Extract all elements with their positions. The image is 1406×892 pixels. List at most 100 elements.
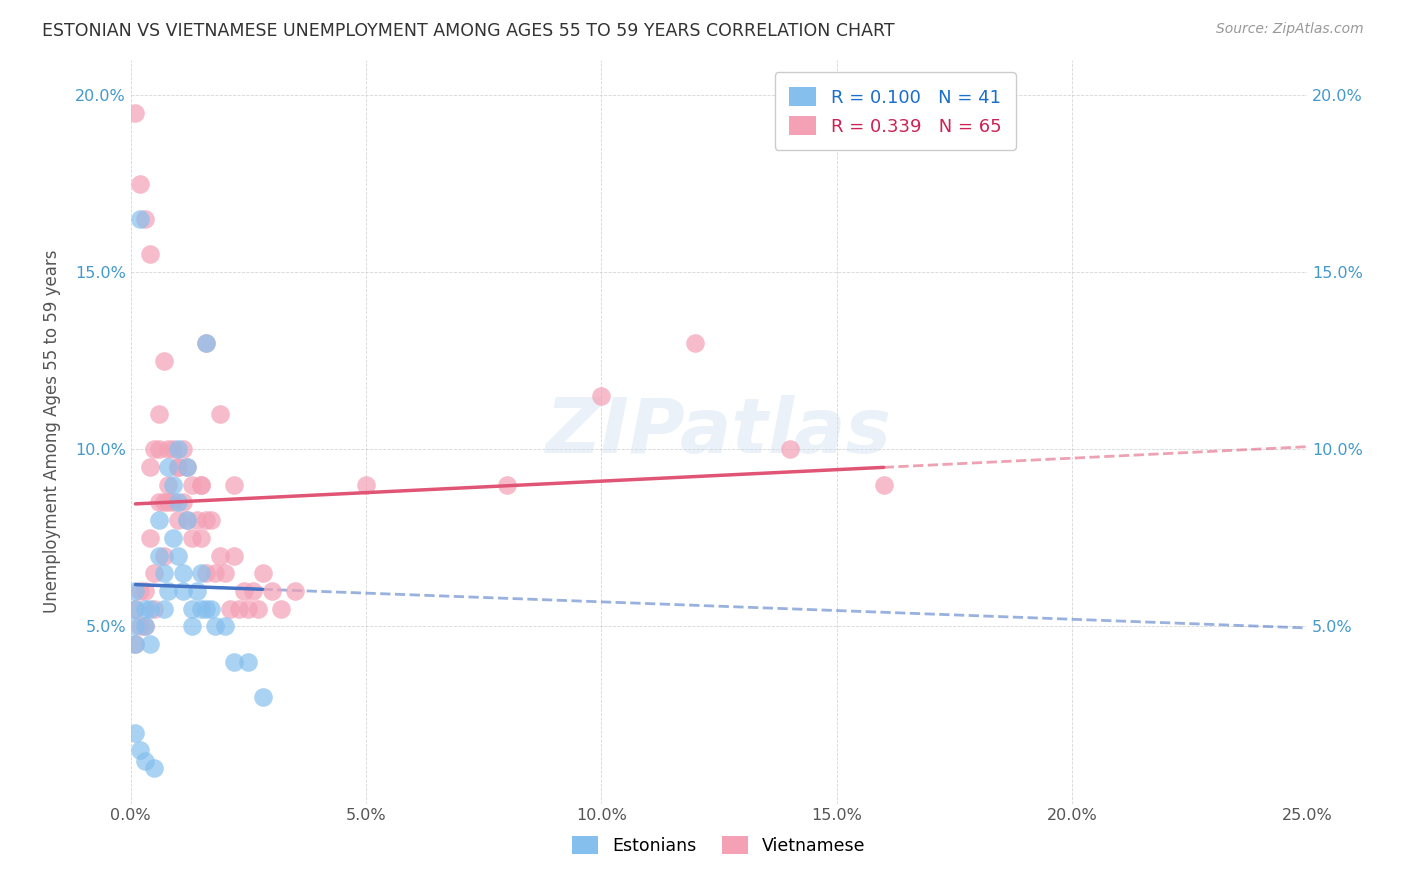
Point [157,495,180,509]
Point [591,389,613,403]
Point [152,601,174,615]
Point [134,584,156,599]
Text: ZIPatlas: ZIPatlas [546,394,891,468]
Point [872,477,894,491]
Point [166,495,188,509]
Point [143,566,166,581]
Point [166,460,188,475]
Point [195,601,218,615]
Point [152,353,174,368]
Point [190,601,212,615]
Point [354,477,377,491]
Point [138,601,160,615]
Point [190,477,212,491]
Point [176,513,198,527]
Point [190,477,212,491]
Point [129,619,152,633]
Point [129,212,152,227]
Point [134,754,156,768]
Point [124,725,146,739]
Point [148,495,170,509]
Point [200,513,222,527]
Point [195,566,218,581]
Point [124,619,146,633]
Point [157,460,180,475]
Point [172,495,194,509]
Point [238,601,260,615]
Point [238,655,260,669]
Point [200,601,222,615]
Point [685,336,707,351]
Point [124,584,146,599]
Point [134,601,156,615]
Legend: R = 0.100   N = 41, R = 0.339   N = 65: R = 0.100 N = 41, R = 0.339 N = 65 [775,72,1015,150]
Point [138,247,160,261]
Point [138,531,160,545]
Point [148,513,170,527]
Point [209,407,232,421]
Point [124,637,146,651]
Point [214,566,236,581]
Y-axis label: Unemployment Among Ages 55 to 59 years: Unemployment Among Ages 55 to 59 years [44,250,60,614]
Point [162,531,184,545]
Point [162,495,184,509]
Point [180,619,202,633]
Text: ESTONIAN VS VIETNAMESE UNEMPLOYMENT AMONG AGES 55 TO 59 YEARS CORRELATION CHART: ESTONIAN VS VIETNAMESE UNEMPLOYMENT AMON… [42,22,894,40]
Point [252,566,274,581]
Point [134,619,156,633]
Text: Source: ZipAtlas.com: Source: ZipAtlas.com [1216,22,1364,37]
Point [195,513,218,527]
Point [138,637,160,651]
Point [166,442,188,457]
Point [242,584,264,599]
Point [157,584,180,599]
Point [180,601,202,615]
Point [166,513,188,527]
Point [152,495,174,509]
Point [186,584,208,599]
Point [284,584,307,599]
Point [260,584,283,599]
Point [148,442,170,457]
Point [129,177,152,191]
Point [143,442,166,457]
Point [148,407,170,421]
Point [224,477,246,491]
Point [190,531,212,545]
Point [157,477,180,491]
Point [166,549,188,563]
Point [176,460,198,475]
Point [779,442,801,457]
Point [172,566,194,581]
Point [148,549,170,563]
Point [152,549,174,563]
Point [204,566,226,581]
Point [172,442,194,457]
Point [496,477,519,491]
Point [214,619,236,633]
Point [124,105,146,120]
Point [190,566,212,581]
Point [186,513,208,527]
Point [162,477,184,491]
Point [195,336,218,351]
Point [162,442,184,457]
Point [176,460,198,475]
Point [232,584,254,599]
Point [166,460,188,475]
Point [124,601,146,615]
Point [246,601,269,615]
Point [152,566,174,581]
Point [134,212,156,227]
Point [129,743,152,757]
Point [204,619,226,633]
Point [195,336,218,351]
Point [218,601,240,615]
Point [143,761,166,775]
Point [224,655,246,669]
Point [176,513,198,527]
Point [224,549,246,563]
Point [270,601,292,615]
Point [180,477,202,491]
Point [134,619,156,633]
